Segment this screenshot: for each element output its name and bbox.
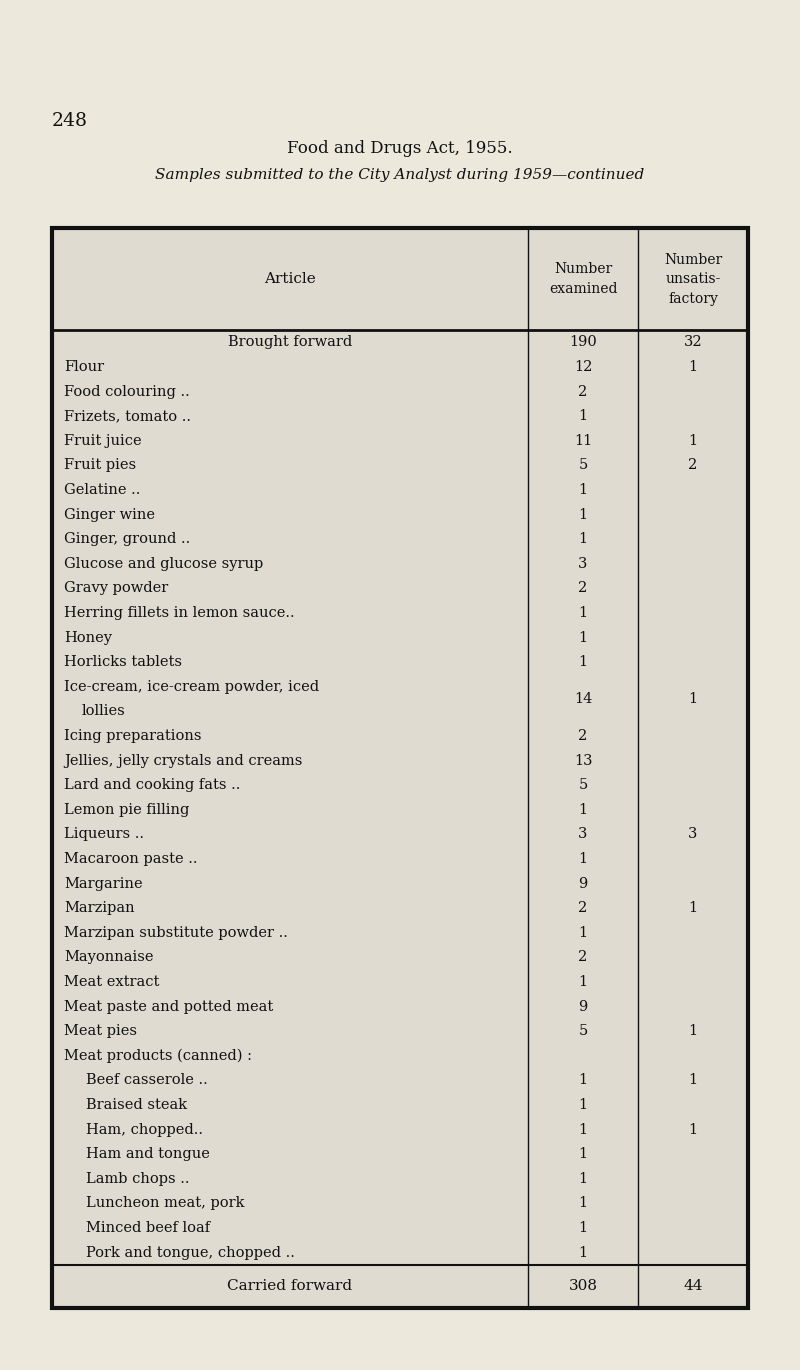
Text: Fruit pies: Fruit pies [64,459,136,473]
Text: Beef casserole ..: Beef casserole .. [86,1074,208,1088]
Text: 1: 1 [578,852,587,866]
Text: Ginger wine: Ginger wine [64,507,155,522]
Text: 1: 1 [578,1122,587,1137]
Text: 2: 2 [578,951,588,964]
Text: 1: 1 [578,410,587,423]
Text: 1: 1 [578,507,587,522]
Text: 1: 1 [578,926,587,940]
Text: Number
examined: Number examined [549,262,618,296]
Text: Flour: Flour [64,360,104,374]
Text: 308: 308 [569,1280,598,1293]
Text: 5: 5 [578,459,588,473]
Text: 1: 1 [578,1074,587,1088]
Text: Gelatine ..: Gelatine .. [64,484,140,497]
Bar [52,227,748,1308]
Text: 2: 2 [578,901,588,915]
Text: Luncheon meat, pork: Luncheon meat, pork [86,1196,245,1211]
Text: lollies: lollies [82,704,126,718]
Text: 1: 1 [578,484,587,497]
Text: Minced beef loaf: Minced beef loaf [86,1221,210,1236]
Text: 1: 1 [578,975,587,989]
Text: 1: 1 [578,606,587,621]
Text: 1: 1 [578,1245,587,1259]
Text: 9: 9 [578,1000,588,1014]
Text: Ham and tongue: Ham and tongue [86,1147,210,1162]
Text: Brought forward: Brought forward [228,336,352,349]
Text: 3: 3 [578,556,588,571]
Text: 2: 2 [578,581,588,596]
Text: Article: Article [264,273,316,286]
Text: 248: 248 [52,112,88,130]
Text: Jellies, jelly crystals and creams: Jellies, jelly crystals and creams [64,754,302,767]
Text: Ham, chopped..: Ham, chopped.. [86,1122,203,1137]
Text: 1: 1 [578,532,587,547]
Text: 1: 1 [578,1099,587,1112]
Text: Glucose and glucose syrup: Glucose and glucose syrup [64,556,263,571]
Text: Food and Drugs Act, 1955.: Food and Drugs Act, 1955. [287,140,513,158]
Text: Pork and tongue, chopped ..: Pork and tongue, chopped .. [86,1245,295,1259]
Text: 1: 1 [689,1025,698,1038]
Text: 1: 1 [689,901,698,915]
Text: 190: 190 [569,336,597,349]
Text: 12: 12 [574,360,592,374]
Text: Marzipan: Marzipan [64,901,134,915]
Text: Ginger, ground ..: Ginger, ground .. [64,532,190,547]
Text: 1: 1 [578,1171,587,1186]
Text: 1: 1 [689,692,698,706]
Bar [52,227,748,1308]
Text: 44: 44 [683,1280,702,1293]
Text: 1: 1 [689,434,698,448]
Text: 1: 1 [689,1122,698,1137]
Text: 1: 1 [578,655,587,669]
Text: 1: 1 [578,1221,587,1236]
Text: Macaroon paste ..: Macaroon paste .. [64,852,198,866]
Text: Lemon pie filling: Lemon pie filling [64,803,190,817]
Text: 3: 3 [688,827,698,841]
Text: Gravy powder: Gravy powder [64,581,168,596]
Text: Meat extract: Meat extract [64,975,159,989]
Text: Icing preparations: Icing preparations [64,729,202,743]
Text: 1: 1 [578,630,587,644]
Text: 2: 2 [578,729,588,743]
Text: Marzipan substitute powder ..: Marzipan substitute powder .. [64,926,288,940]
Text: Margarine: Margarine [64,877,142,891]
Text: Mayonnaise: Mayonnaise [64,951,154,964]
Text: 2: 2 [688,459,698,473]
Text: 5: 5 [578,778,588,792]
Text: Herring fillets in lemon sauce..: Herring fillets in lemon sauce.. [64,606,294,621]
Text: Braised steak: Braised steak [86,1099,187,1112]
Text: Fruit juice: Fruit juice [64,434,142,448]
Text: 2: 2 [578,385,588,399]
Text: Meat pies: Meat pies [64,1025,137,1038]
Text: Horlicks tablets: Horlicks tablets [64,655,182,669]
Text: 11: 11 [574,434,592,448]
Text: 3: 3 [578,827,588,841]
Text: 5: 5 [578,1025,588,1038]
Bar [52,227,748,1308]
Text: Frizets, tomato ..: Frizets, tomato .. [64,410,191,423]
Text: 1: 1 [578,1196,587,1211]
Text: Food colouring ..: Food colouring .. [64,385,190,399]
Text: 1: 1 [689,1074,698,1088]
Text: Meat products (canned) :: Meat products (canned) : [64,1048,252,1063]
Text: 1: 1 [689,360,698,374]
Text: Honey: Honey [64,630,112,644]
Text: Meat paste and potted meat: Meat paste and potted meat [64,1000,274,1014]
Text: 13: 13 [574,754,592,767]
Text: 1: 1 [578,1147,587,1162]
Text: 9: 9 [578,877,588,891]
Text: 14: 14 [574,692,592,706]
Text: 1: 1 [578,803,587,817]
Text: Lamb chops ..: Lamb chops .. [86,1171,190,1186]
Text: Carried forward: Carried forward [227,1280,353,1293]
Text: Liqueurs ..: Liqueurs .. [64,827,144,841]
Text: Lard and cooking fats ..: Lard and cooking fats .. [64,778,240,792]
Text: Samples submitted to the City Analyst during 1959—continued: Samples submitted to the City Analyst du… [155,169,645,182]
Text: 32: 32 [684,336,702,349]
Text: Ice-cream, ice-cream powder, iced: Ice-cream, ice-cream powder, iced [64,680,319,693]
Text: Number
unsatis-
factory: Number unsatis- factory [664,252,722,306]
